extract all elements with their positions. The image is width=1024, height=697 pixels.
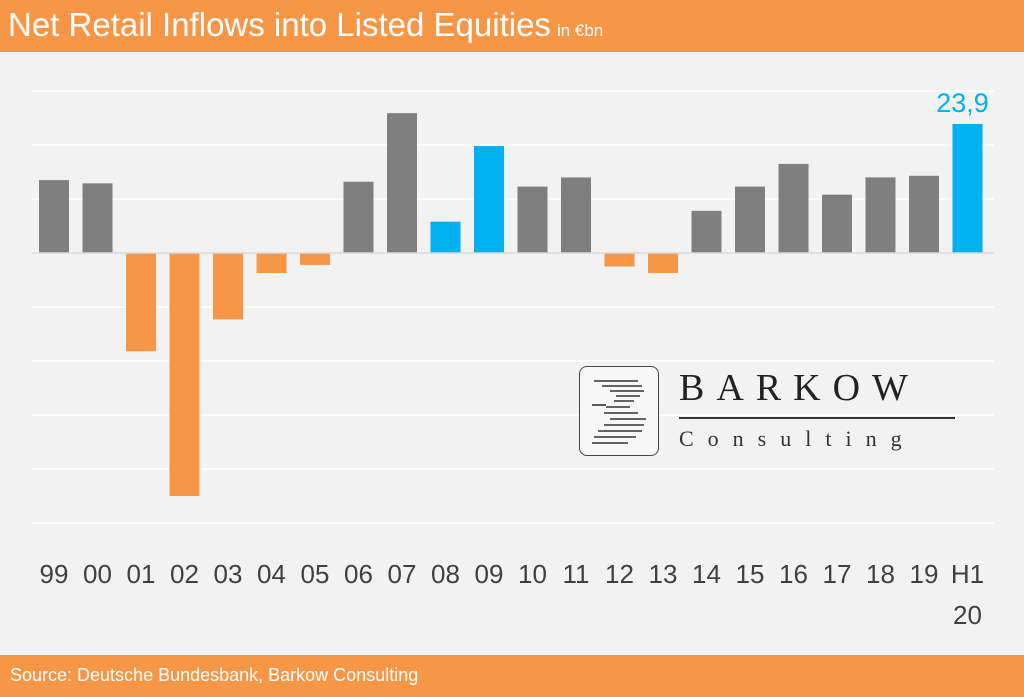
tick-label-13: 13 — [649, 559, 678, 589]
bar-h1-20 — [952, 123, 983, 253]
tick-label-14: 14 — [692, 559, 721, 589]
tick-label-04: 04 — [257, 559, 286, 589]
tick-label-06: 06 — [344, 559, 373, 589]
bar-04 — [256, 253, 287, 273]
tick-label-02: 02 — [170, 559, 199, 589]
logo-name: BARKOW — [679, 367, 920, 409]
barkow-logo: BARKOW Consulting — [579, 366, 959, 458]
tick-label-h1-20: H1 20 — [951, 559, 984, 630]
logo-subtitle: Consulting — [679, 426, 916, 451]
tick-label-16: 16 — [779, 559, 808, 589]
logo-emblem — [579, 366, 659, 456]
bar-09 — [474, 146, 504, 253]
tick-label-09: 09 — [475, 559, 504, 589]
chart-title-text: Net Retail Inflows into Listed Equities — [8, 6, 551, 43]
tick-label-15: 15 — [736, 559, 765, 589]
bar-chart: 99 00 01 02 03 04 05 06 07 08 09 10 11 12 13 14 15 16 17 18… — [32, 88, 994, 630]
tick-label-00: 00 — [83, 559, 112, 589]
tick-label-18: 18 — [866, 559, 895, 589]
source-text: Source: Deutsche Bundesbank, Barkow Cons… — [10, 665, 419, 685]
tick-label-19: 19 — [910, 559, 939, 589]
bar-19 — [909, 175, 939, 253]
data-label-h1-20: 23,9 — [936, 88, 989, 118]
bar-11 — [561, 177, 591, 253]
tick-label-12: 12 — [605, 559, 634, 589]
bar-18 — [865, 177, 896, 253]
bar-13 — [648, 253, 678, 273]
bar-03 — [213, 253, 243, 320]
bar-00 — [82, 183, 113, 253]
tick-label-11: 11 — [563, 559, 590, 589]
tick-label-99: 99 — [40, 559, 69, 589]
logo-divider — [679, 417, 955, 419]
bar-12 — [604, 253, 635, 267]
tick-label-03: 03 — [214, 559, 243, 589]
chart-title: Net Retail Inflows into Listed Equities i… — [8, 6, 603, 44]
tick-label-17: 17 — [823, 559, 852, 589]
tick-label-08: 08 — [431, 559, 460, 589]
bar-16 — [778, 163, 809, 253]
bar-15 — [735, 186, 765, 253]
chart-unit: in €bn — [556, 21, 604, 40]
bar-02 — [169, 253, 200, 496]
bar-07 — [387, 113, 417, 253]
bar-05 — [300, 253, 330, 265]
bar-08 — [430, 221, 461, 253]
bar-99 — [39, 180, 69, 253]
bar-06 — [343, 181, 374, 253]
bar-01 — [126, 253, 156, 352]
tick-label-05: 05 — [301, 559, 330, 589]
bar-10 — [517, 186, 548, 253]
logo-emblem-icon — [592, 380, 646, 444]
tick-label-10: 10 — [518, 559, 547, 589]
tick-label-07: 07 — [388, 559, 417, 589]
tick-label-01: 01 — [127, 559, 156, 589]
bar-17 — [822, 194, 852, 253]
title-bar: Net Retail Inflows into Listed Equities i… — [0, 0, 1024, 52]
bar-14 — [691, 210, 722, 253]
source-bar: Source: Deutsche Bundesbank, Barkow Cons… — [0, 655, 1024, 697]
